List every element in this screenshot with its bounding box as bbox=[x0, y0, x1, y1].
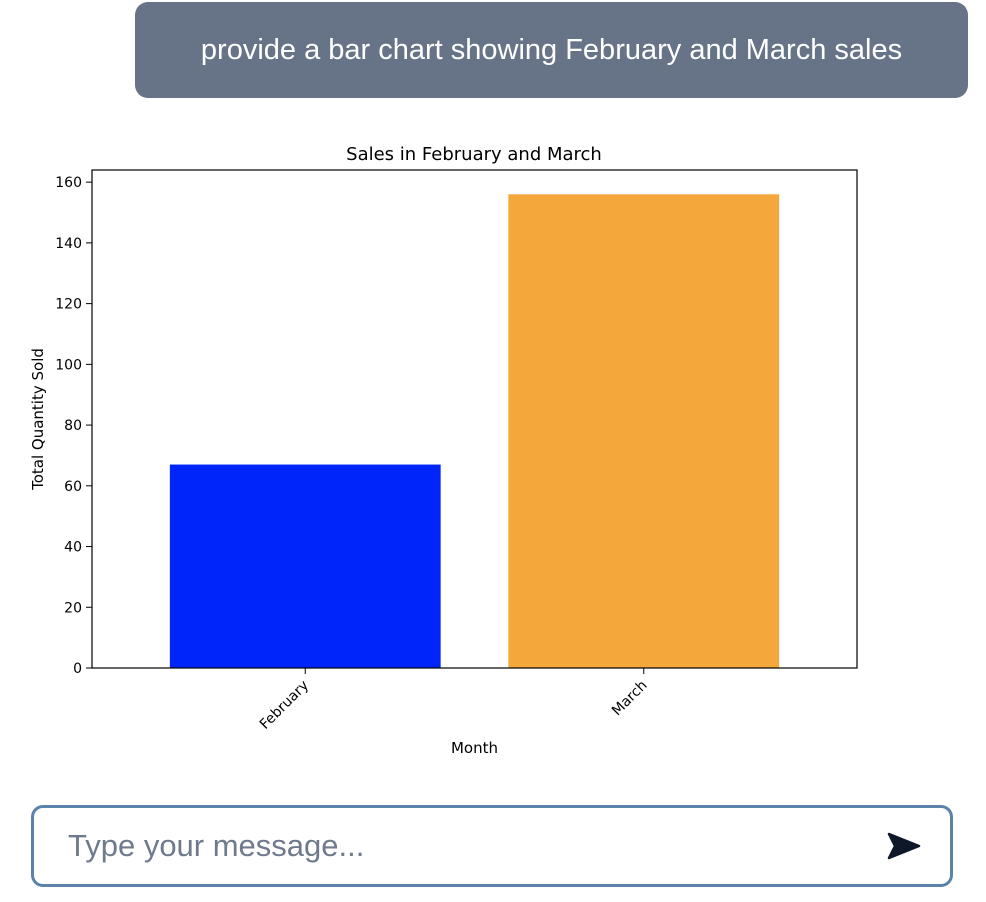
y-tick-label: 140 bbox=[55, 236, 82, 252]
bar-february bbox=[169, 464, 441, 668]
bar-march bbox=[508, 194, 780, 668]
send-button[interactable] bbox=[874, 816, 934, 876]
y-tick-label: 100 bbox=[55, 357, 82, 373]
y-tick-label: 120 bbox=[55, 297, 82, 313]
user-message-text: provide a bar chart showing February and… bbox=[200, 33, 903, 66]
y-tick-label: 40 bbox=[64, 540, 82, 556]
user-message-bubble: provide a bar chart showing February and… bbox=[135, 2, 968, 98]
message-composer bbox=[31, 805, 953, 887]
x-tick-label-march: March bbox=[609, 678, 650, 719]
y-tick-label: 160 bbox=[55, 175, 82, 191]
send-arrow-icon bbox=[887, 832, 921, 860]
x-axis: February March bbox=[257, 668, 651, 733]
y-tick-label: 20 bbox=[64, 600, 82, 616]
y-axis-label: Total Quantity Sold bbox=[29, 348, 47, 491]
y-tick-label: 0 bbox=[73, 661, 82, 677]
bar-chart: Sales in February and March 0 20 40 60 80 100… bbox=[29, 144, 858, 757]
y-tick-label: 60 bbox=[64, 479, 82, 495]
y-tick-label: 80 bbox=[64, 418, 82, 434]
x-axis-label: Month bbox=[451, 739, 498, 757]
x-tick-label-february: February bbox=[257, 678, 312, 733]
y-axis: 0 20 40 60 80 100 120 140 160 bbox=[55, 175, 92, 677]
chart-title: Sales in February and March bbox=[346, 144, 602, 165]
message-input[interactable] bbox=[66, 815, 874, 877]
chart-image: Sales in February and March 0 20 40 60 80 100… bbox=[0, 130, 986, 770]
bars bbox=[169, 194, 780, 668]
plot-frame bbox=[91, 169, 858, 669]
